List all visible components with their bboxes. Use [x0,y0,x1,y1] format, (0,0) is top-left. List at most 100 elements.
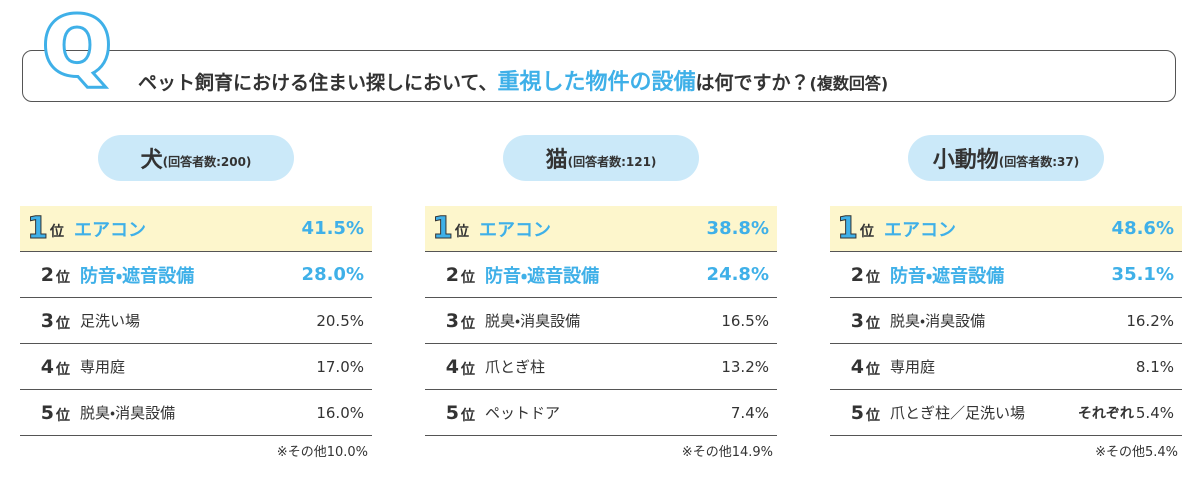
rank-unit: 位 [56,315,70,332]
ranking-table: 1 位エアコン 38.8% 2 位防音・遮音設備 24.8% 3 位脱臭・消臭設備 16.5% 4… [425,206,777,436]
percentage: 20.5% [316,311,364,330]
ranking-row: 4 位専用庭 17.0% [20,344,372,390]
item-name: 防音・遮音設備 [485,265,600,287]
animal-name: 犬 [140,148,163,173]
percentage: 41.5% [301,218,364,239]
rank-number: 5 [850,401,864,424]
percentage: 8.1% [1135,357,1174,376]
rank-number: 3 [40,309,54,332]
question-text: ペット飼育における住まい探しにおいて、 [138,72,498,94]
ranking-row: 3 位脱臭・消臭設備 16.2% [830,298,1182,344]
respondent-count: (回答者数:121) [567,154,657,169]
item-name: 専用庭 [80,358,126,376]
footnote: ※その他5.4% [1095,445,1178,460]
percentage: 35.1% [1111,264,1174,285]
item-name: 防音・遮音設備 [890,265,1005,287]
animal-name: 猫 [545,148,568,173]
ranking-panel: 犬 (回答者数:200) 1 位エアコン 41.5% 2 位防音・遮音設備 28.0% 3 位足洗… [20,135,372,460]
rank-unit: 位 [866,361,880,378]
rank-unit: 位 [56,407,70,424]
item-name: 防音・遮音設備 [80,265,195,287]
rank-unit: 位 [461,269,475,286]
rank-unit: 位 [866,315,880,332]
percentage: 48.6% [1111,218,1174,239]
ranking-row: 5 位脱臭・消臭設備 16.0% [20,390,372,436]
item-name: エアコン [74,219,146,241]
panel-title: 犬 (回答者数:200) [98,135,294,181]
panel-title: 小動物 (回答者数:37) [908,135,1104,181]
rank-unit: 位 [56,361,70,378]
percentage: 5.4% [1135,403,1174,422]
ranking-row: 1 位エアコン 41.5% [20,206,372,252]
rank-unit: 位 [56,269,70,286]
q-icon: Q [40,0,114,93]
item-name: 爪とぎ柱 [485,358,546,376]
respondent-count: (回答者数:200) [162,154,252,169]
percentage: 13.2% [721,357,769,376]
percentage: 28.0% [301,264,364,285]
question: ペット飼育における住まい探しにおいて、重視した物件の設備は何ですか？(複数回答) [138,64,888,96]
ranking-row: 1 位エアコン 48.6% [830,206,1182,252]
rank-number: 3 [445,309,459,332]
footnote: ※その他14.9% [681,445,773,460]
ranking-row: 4 位爪とぎ柱 13.2% [425,344,777,390]
rank-number: 4 [40,355,54,378]
ranking-panel: 猫 (回答者数:121) 1 位エアコン 38.8% 2 位防音・遮音設備 24.8% 3 位脱臭… [425,135,777,460]
panel-title: 猫 (回答者数:121) [503,135,699,181]
percentage: 7.4% [730,403,769,422]
respondent-count: (回答者数:37) [998,154,1080,169]
item-name: 脱臭・消臭設備 [80,404,176,422]
rank-unit: 位 [461,361,475,378]
item-name: 脱臭・消臭設備 [485,312,581,330]
item-name: エアコン [479,219,551,241]
rank-unit: 位 [461,407,475,424]
ranking-row: 5 位爪とぎ柱／足洗い場 それぞれ 5.4% [830,390,1182,436]
percentage: 38.8% [706,218,769,239]
percentage: 24.8% [706,264,769,285]
rank-number: 2 [445,263,459,286]
percentage: 17.0% [316,357,364,376]
question-text: は何ですか？ [695,72,810,94]
percentage: 16.2% [1126,311,1174,330]
ranking-row: 2 位防音・遮音設備 28.0% [20,252,372,298]
item-name: 脱臭・消臭設備 [890,312,986,330]
question-box [22,50,1176,102]
rank-unit: 位 [455,223,469,240]
question-note: (複数回答) [809,74,889,93]
ranking-panel: 小動物 (回答者数:37) 1 位エアコン 48.6% 2 位防音・遮音設備 35.1% 3 位脱… [830,135,1182,460]
rank-number: 4 [445,355,459,378]
rank-number: 4 [850,355,864,378]
item-name: 専用庭 [890,358,936,376]
percentage: 16.5% [721,311,769,330]
rank-unit: 位 [866,269,880,286]
question-highlight: 重視した物件の設備 [497,70,696,95]
rank-number: 2 [40,263,54,286]
rank-number: 5 [445,401,459,424]
item-name: 足洗い場 [80,312,141,330]
value-note: それぞれ [1077,405,1134,422]
rank-unit: 位 [50,223,64,240]
ranking-row: 3 位足洗い場 20.5% [20,298,372,344]
percentage: 16.0% [316,403,364,422]
rank-unit: 位 [866,407,880,424]
footnote: ※その他10.0% [276,445,368,460]
rank-number: 1 [27,211,49,247]
item-name: エアコン [884,219,956,241]
rank-unit: 位 [461,315,475,332]
rank-unit: 位 [860,223,874,240]
ranking-table: 1 位エアコン 41.5% 2 位防音・遮音設備 28.0% 3 位足洗い場 20.5% 4 位専用… [20,206,372,436]
animal-name: 小動物 [932,148,999,173]
ranking-row: 2 位防音・遮音設備 35.1% [830,252,1182,298]
ranking-row: 4 位専用庭 8.1% [830,344,1182,390]
ranking-table: 1 位エアコン 48.6% 2 位防音・遮音設備 35.1% 3 位脱臭・消臭設備 16.2% 4… [830,206,1182,436]
ranking-row: 3 位脱臭・消臭設備 16.5% [425,298,777,344]
rank-number: 2 [850,263,864,286]
rank-number: 3 [850,309,864,332]
ranking-row: 2 位防音・遮音設備 24.8% [425,252,777,298]
ranking-row: 5 位ペットドア 7.4% [425,390,777,436]
rank-number: 1 [432,211,454,247]
ranking-row: 1 位エアコン 38.8% [425,206,777,252]
rank-number: 1 [837,211,859,247]
item-name: ペットドア [485,404,561,422]
